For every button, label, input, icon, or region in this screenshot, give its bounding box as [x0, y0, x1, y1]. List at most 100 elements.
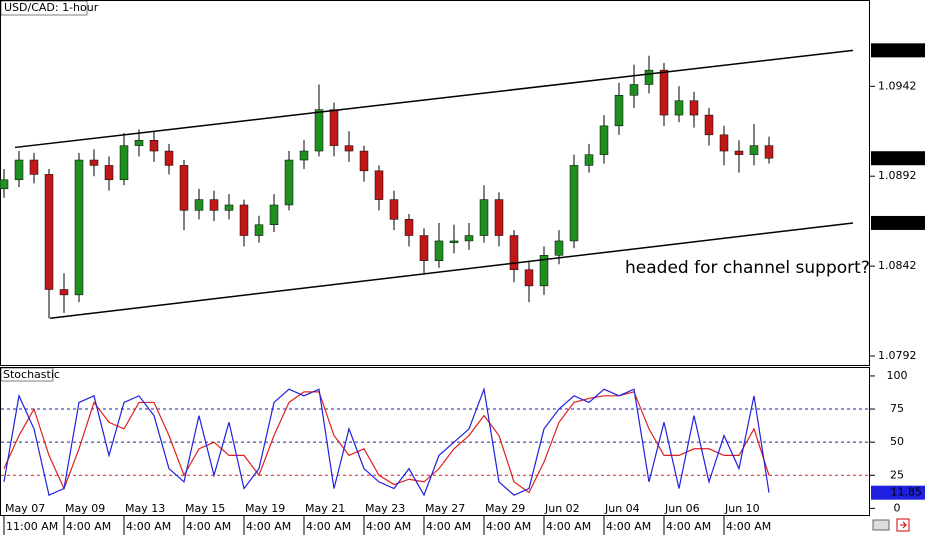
- price-marker: [871, 215, 925, 230]
- candle-body: [734, 150, 744, 155]
- x-tick-time: 4:00 AM: [66, 520, 111, 533]
- candle-body: [569, 165, 579, 242]
- stochastic-line: [3, 391, 770, 494]
- y-tick-label: 1.0942: [878, 79, 917, 92]
- candle-body: [149, 139, 159, 152]
- stochastic-line: [3, 386, 770, 497]
- candle-body: [494, 199, 504, 236]
- candle-body: [539, 255, 549, 287]
- x-tick-time: 4:00 AM: [246, 520, 291, 533]
- price-marker-label: 1.0962: [878, 43, 917, 56]
- candle-body: [74, 159, 84, 296]
- price-marker-label: 1.0902: [878, 151, 917, 164]
- candle-body: [449, 240, 459, 243]
- candle-body: [644, 69, 654, 85]
- candle-body: [479, 199, 489, 236]
- x-tick-time: 4:00 AM: [366, 520, 411, 533]
- candle-body: [629, 84, 639, 96]
- y-tick-label: 100: [887, 369, 908, 382]
- candle-body: [554, 240, 564, 256]
- price-marker-label: 1.0866: [878, 216, 917, 229]
- candle-body: [344, 145, 354, 152]
- channel-line: [14, 49, 854, 149]
- stochastic-panel: [0, 367, 870, 516]
- x-tick-label: Jun 10: [724, 502, 760, 515]
- x-tick-time: 4:00 AM: [426, 520, 471, 533]
- candle-body: [389, 199, 399, 220]
- x-tick-label: Jun 04: [604, 502, 640, 515]
- candle-body: [29, 159, 39, 175]
- icon[interactable]: [872, 519, 890, 531]
- candle-body: [119, 145, 129, 181]
- candle-body: [659, 69, 669, 116]
- toolbar-icons: [872, 518, 910, 532]
- channel-line: [49, 222, 854, 319]
- y-tick-label: 75: [890, 402, 904, 415]
- candle-body: [674, 100, 684, 116]
- title-box: [0, 0, 88, 16]
- x-tick-label: May 19: [245, 502, 285, 515]
- candle-body: [209, 199, 219, 211]
- candle-body: [524, 269, 534, 287]
- x-tick-time: 4:00 AM: [486, 520, 531, 533]
- candle-body: [254, 224, 264, 236]
- candle-body: [434, 240, 444, 261]
- y-tick-label: 1.0792: [878, 349, 917, 362]
- x-tick-time: 4:00 AM: [546, 520, 591, 533]
- chart-title: USD/CAD: 1-hour: [4, 1, 99, 14]
- candle-body: [0, 179, 9, 190]
- candle-body: [374, 170, 384, 200]
- x-tick-label: May 13: [125, 502, 165, 515]
- candle-body: [359, 150, 369, 172]
- x-tick-time: 4:00 AM: [666, 520, 711, 533]
- candle-body: [14, 159, 24, 181]
- x-tick-time: 4:00 AM: [726, 520, 771, 533]
- candle-body: [179, 165, 189, 211]
- candle-body: [749, 145, 759, 155]
- candle-body: [284, 159, 294, 206]
- candle-body: [224, 204, 234, 211]
- x-tick-time: 4:00 AM: [186, 520, 231, 533]
- x-tick-label: May 21: [305, 502, 345, 515]
- x-tick-label: May 09: [65, 502, 105, 515]
- candle-body: [44, 174, 54, 290]
- candle-body: [719, 134, 729, 152]
- panel-title-box: [0, 367, 54, 382]
- y-tick-label: 50: [890, 435, 904, 448]
- y-tick-label: 1.0892: [878, 169, 917, 182]
- candle-body: [584, 154, 594, 166]
- candle-body: [599, 125, 609, 155]
- candle-body: [419, 235, 429, 261]
- panel-title: Stochastic: [3, 368, 60, 381]
- price-marker: [871, 43, 925, 58]
- candle-body: [689, 100, 699, 116]
- x-tick-label: May 15: [185, 502, 225, 515]
- candle-body: [764, 145, 774, 159]
- candle-body: [194, 199, 204, 211]
- value-marker: [871, 485, 925, 500]
- candle-body: [404, 219, 414, 236]
- price-marker: [871, 151, 925, 166]
- x-tick-time: 11:00 AM: [6, 520, 58, 533]
- candle-body: [134, 139, 144, 146]
- x-tick-time: 4:00 AM: [126, 520, 171, 533]
- y-tick-label: 1.0842: [878, 259, 917, 272]
- x-tick-label: May 07: [5, 502, 45, 515]
- candle-body: [509, 235, 519, 270]
- x-tick-label: May 27: [425, 502, 465, 515]
- candle-body: [464, 235, 474, 242]
- candle-body: [269, 204, 279, 226]
- annotation: headed for channel support?: [625, 258, 870, 278]
- candle-body: [59, 289, 69, 296]
- candle-body: [164, 150, 174, 166]
- value-marker-label: 11.85: [891, 486, 923, 499]
- candle-body: [89, 159, 99, 166]
- x-tick-label: Jun 06: [664, 502, 700, 515]
- candle-body: [239, 204, 249, 236]
- icon-arrow: [900, 521, 907, 529]
- x-tick-label: May 23: [365, 502, 405, 515]
- candle-body: [704, 114, 714, 136]
- y-tick-label: 0: [894, 501, 901, 514]
